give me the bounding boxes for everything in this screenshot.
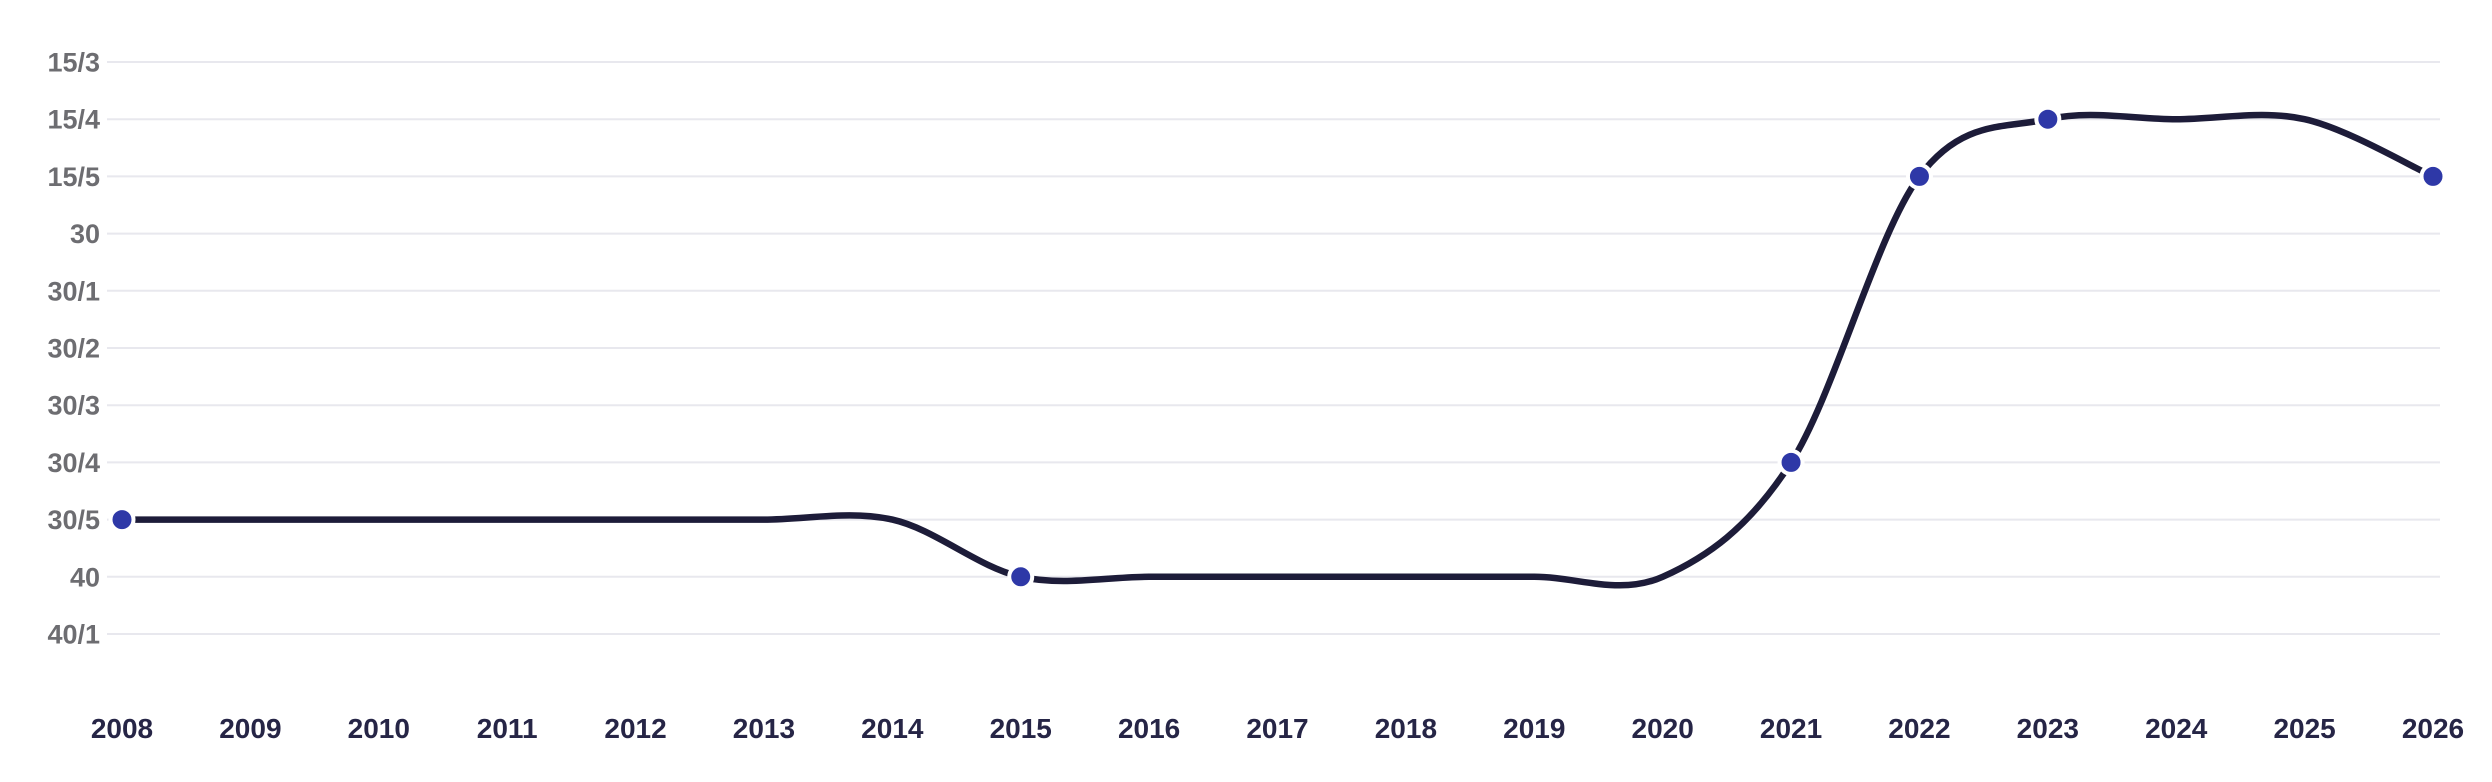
- x-axis-label: 2013: [733, 713, 795, 744]
- y-axis-label: 40/1: [47, 619, 100, 649]
- y-axis-label: 30/1: [47, 276, 100, 306]
- x-axis-label: 2014: [861, 713, 924, 744]
- y-axis-label: 15/5: [47, 162, 100, 192]
- x-axis-label: 2019: [1503, 713, 1565, 744]
- y-axis-label: 40: [70, 562, 100, 592]
- data-point-2008[interactable]: [108, 506, 136, 534]
- x-axis-label: 2008: [91, 713, 153, 744]
- x-axis-label: 2020: [1632, 713, 1694, 744]
- y-axis-label: 30: [70, 219, 100, 249]
- y-axis-label: 30/5: [47, 505, 100, 535]
- x-axis-label: 2025: [2273, 713, 2335, 744]
- y-axis-label: 15/3: [47, 47, 100, 77]
- x-axis-label: 2018: [1375, 713, 1437, 744]
- x-axis-label: 2021: [1760, 713, 1822, 744]
- x-axis-label: 2015: [990, 713, 1052, 744]
- x-axis-label: 2016: [1118, 713, 1180, 744]
- series-line: [118, 111, 2437, 589]
- x-axis-label: 2022: [1888, 713, 1950, 744]
- x-axis-label: 2017: [1246, 713, 1308, 744]
- y-axis-label: 30/4: [47, 448, 100, 478]
- data-point-2021[interactable]: [1777, 448, 1805, 476]
- x-axis-label: 2009: [219, 713, 281, 744]
- y-axis-label: 30/3: [47, 391, 100, 421]
- data-point-2015[interactable]: [1007, 563, 1035, 591]
- x-axis-label: 2026: [2402, 713, 2464, 744]
- data-point-2022[interactable]: [1905, 162, 1933, 190]
- x-axis-label: 2023: [2017, 713, 2079, 744]
- x-axis-label: 2010: [348, 713, 410, 744]
- x-axis-label: 2011: [477, 713, 538, 744]
- x-axis-label: 2024: [2145, 713, 2208, 744]
- y-axis-label: 30/2: [47, 333, 100, 363]
- data-point-2023[interactable]: [2034, 105, 2062, 133]
- y-axis-label: 15/4: [47, 105, 100, 135]
- x-axis-label: 2012: [604, 713, 666, 744]
- data-point-2026[interactable]: [2419, 162, 2447, 190]
